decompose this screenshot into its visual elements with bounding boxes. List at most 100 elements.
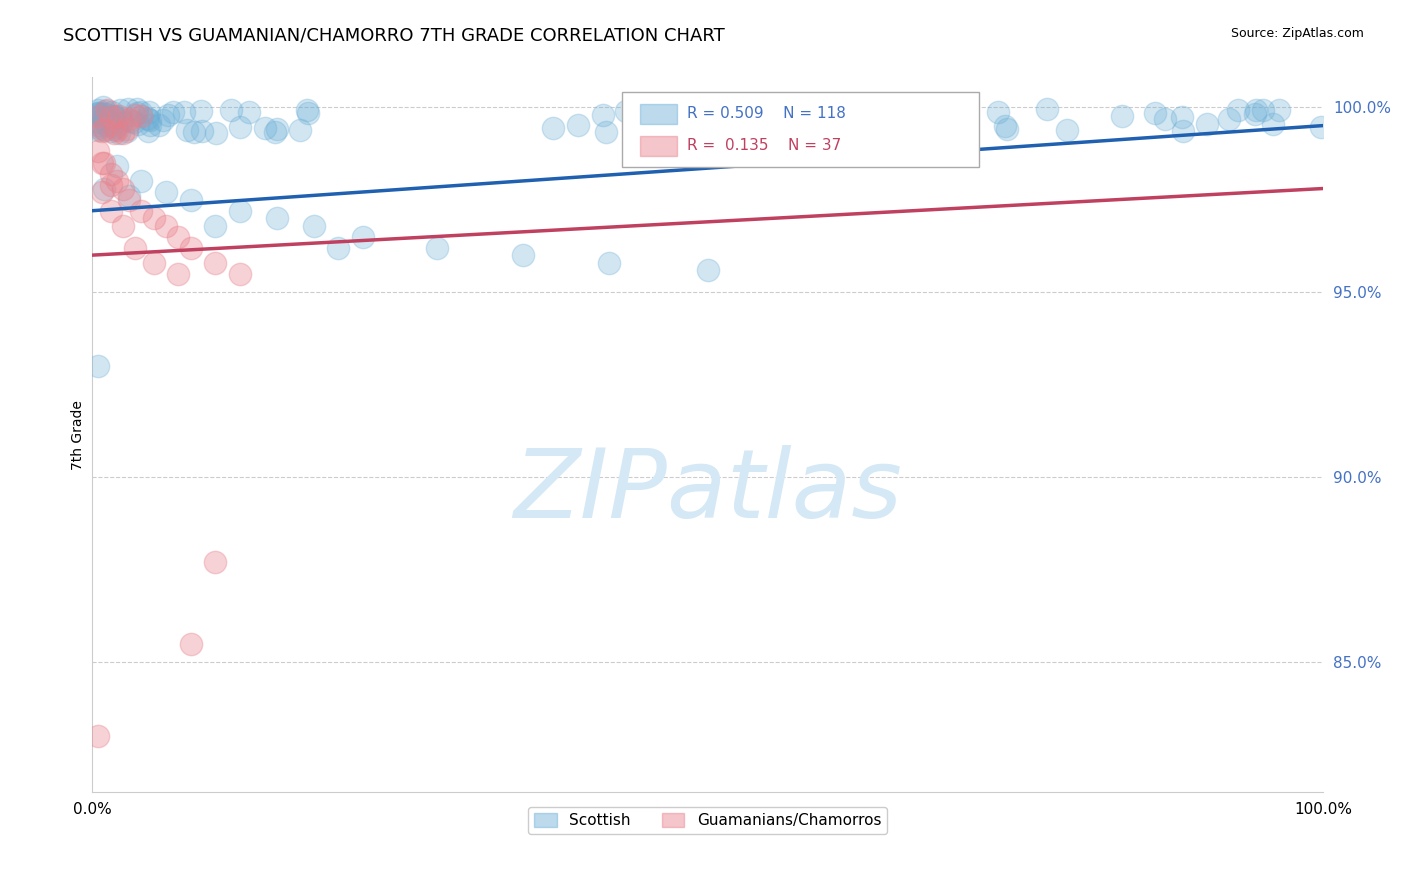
Point: [155, 185, 177, 199]
Point: [122, 115, 145, 129]
Point: [685, 112, 707, 127]
Point: [103, 126, 125, 140]
Point: [103, 118, 125, 132]
Point: [93, 112, 115, 127]
Point: [94, 107, 117, 121]
Point: [567, 118, 589, 132]
Point: [93, 181, 115, 195]
Point: [176, 123, 198, 137]
Point: [110, 112, 132, 126]
Point: [100, 104, 122, 119]
Point: [1154, 112, 1177, 126]
Text: Source: ZipAtlas.com: Source: ZipAtlas.com: [1230, 27, 1364, 40]
Point: [1218, 112, 1240, 127]
Point: [101, 112, 124, 127]
Text: R = 0.509    N = 118: R = 0.509 N = 118: [686, 105, 845, 120]
Point: [541, 121, 564, 136]
Point: [825, 120, 848, 134]
Point: [598, 255, 620, 269]
Point: [87, 123, 110, 137]
Point: [136, 112, 159, 126]
Point: [129, 105, 152, 120]
Point: [804, 108, 827, 122]
Point: [238, 105, 260, 120]
FancyBboxPatch shape: [621, 92, 979, 167]
Point: [115, 121, 138, 136]
Point: [180, 193, 202, 207]
Point: [595, 125, 617, 139]
Point: [105, 174, 128, 188]
Point: [142, 255, 165, 269]
Point: [124, 108, 146, 122]
Point: [949, 117, 972, 131]
Point: [1244, 103, 1267, 117]
Point: [91, 106, 114, 120]
Point: [162, 105, 184, 120]
Point: [1268, 103, 1291, 117]
Point: [105, 159, 128, 173]
Point: [302, 219, 325, 233]
Point: [93, 123, 115, 137]
Point: [87, 103, 110, 117]
Point: [131, 109, 153, 123]
Point: [93, 103, 115, 118]
Point: [94, 118, 117, 132]
Point: [87, 730, 110, 744]
Point: [127, 117, 149, 131]
Point: [696, 263, 718, 277]
Point: [205, 126, 228, 140]
Point: [936, 121, 959, 136]
Point: [180, 241, 202, 255]
Point: [104, 121, 127, 136]
Point: [266, 122, 288, 136]
Point: [1171, 110, 1194, 124]
Point: [100, 167, 122, 181]
Point: [1226, 103, 1249, 117]
Point: [87, 107, 110, 121]
Point: [100, 124, 122, 138]
Point: [90, 107, 112, 121]
Point: [229, 203, 252, 218]
Point: [103, 110, 125, 124]
Y-axis label: 7th Grade: 7th Grade: [72, 400, 86, 469]
Point: [229, 267, 252, 281]
Point: [108, 126, 131, 140]
Point: [173, 105, 195, 120]
Point: [814, 102, 837, 116]
Point: [91, 124, 114, 138]
Point: [87, 115, 110, 129]
Point: [118, 113, 141, 128]
Point: [849, 116, 872, 130]
Point: [229, 120, 252, 134]
Point: [94, 110, 117, 124]
Point: [110, 103, 132, 117]
Point: [1056, 123, 1078, 137]
Point: [152, 112, 174, 127]
Point: [266, 211, 288, 226]
Point: [89, 120, 111, 134]
Point: [952, 103, 974, 118]
Point: [297, 106, 319, 120]
Point: [87, 118, 110, 132]
Point: [219, 103, 242, 117]
Point: [352, 229, 374, 244]
Point: [995, 122, 1018, 136]
Point: [987, 104, 1010, 119]
Point: [1195, 117, 1218, 131]
Point: [138, 124, 160, 138]
Point: [426, 241, 449, 255]
Point: [91, 155, 114, 169]
Point: [139, 118, 162, 132]
Point: [111, 126, 134, 140]
Text: ZIPatlas: ZIPatlas: [513, 445, 903, 539]
Point: [105, 120, 128, 134]
Point: [91, 100, 114, 114]
Point: [938, 109, 960, 123]
Point: [156, 108, 179, 122]
Point: [167, 267, 190, 281]
Point: [100, 178, 122, 192]
Point: [180, 637, 202, 651]
Point: [191, 124, 214, 138]
Point: [100, 110, 122, 124]
Point: [111, 181, 134, 195]
